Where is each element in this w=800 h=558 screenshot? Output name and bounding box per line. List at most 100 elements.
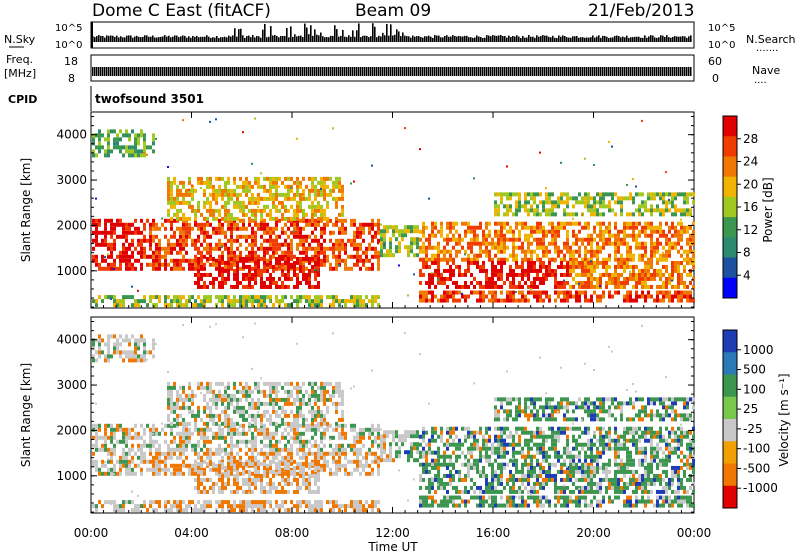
power-cell (221, 223, 224, 227)
power-cell (602, 291, 605, 295)
power-cell (206, 243, 209, 247)
power-cell (512, 238, 515, 242)
velocity-cell (260, 452, 263, 456)
power-cell (602, 212, 605, 216)
velocity-cell (158, 460, 161, 464)
power-cell (323, 193, 326, 197)
power-cell (269, 197, 272, 201)
velocity-cell (209, 440, 212, 444)
freq-bar (314, 67, 316, 76)
power-cell (566, 212, 569, 216)
noise-bar (598, 35, 600, 42)
power-cell (206, 299, 209, 303)
power-cell (440, 299, 443, 303)
noise-bar (222, 37, 224, 42)
power-cell (281, 213, 284, 217)
power-cell (674, 192, 677, 196)
power-cell (98, 243, 101, 247)
power-cell (116, 141, 119, 145)
power-cell (140, 133, 143, 137)
noise-bar (608, 38, 610, 42)
noise-bar (206, 35, 208, 42)
power-cell (575, 273, 578, 277)
noise-bar (146, 35, 148, 42)
velocity-cell (260, 478, 263, 482)
power-cell (365, 247, 368, 251)
power-cell (113, 223, 116, 227)
power-cell (281, 263, 284, 267)
power-cell (533, 277, 536, 281)
power-cell (344, 243, 347, 247)
velocity-cell (149, 448, 152, 452)
power-cell (314, 299, 317, 303)
velocity-cell (167, 444, 170, 448)
power-cell (521, 204, 524, 208)
velocity-cell (107, 334, 110, 338)
velocity-cell (257, 398, 260, 402)
power-cell (233, 277, 236, 281)
power-cell (125, 133, 128, 137)
power-cell (176, 227, 179, 231)
noise-bar (270, 26, 272, 42)
velocity-cell (227, 432, 230, 436)
power-cell (302, 213, 305, 217)
power-cell (446, 242, 449, 246)
velocity-cell (137, 358, 140, 362)
power-cell (545, 196, 548, 200)
power-speck (530, 288, 532, 290)
power-cell (317, 281, 320, 285)
velocity-cell (131, 456, 134, 460)
freq-bar (208, 67, 210, 76)
power-cell (560, 250, 563, 254)
velocity-cell (197, 478, 200, 482)
power-cell (620, 273, 623, 277)
power-cell (191, 267, 194, 271)
power-cell (392, 229, 395, 233)
power-cell (539, 277, 542, 281)
power-cell (263, 205, 266, 209)
power-cell (368, 247, 371, 251)
velocity-cell (233, 468, 236, 472)
power-cell (656, 204, 659, 208)
power-cell (638, 212, 641, 216)
power-cell (275, 239, 278, 243)
velocity-cell (260, 482, 263, 486)
freq-bar (476, 67, 478, 76)
power-cell (605, 285, 608, 289)
power-cell (524, 238, 527, 242)
power-cell (548, 269, 551, 273)
power-cell (383, 237, 386, 241)
power-cell (545, 269, 548, 273)
power-cell (311, 285, 314, 289)
power-cell (551, 222, 554, 226)
velocity-cell (197, 482, 200, 486)
power-cell (617, 246, 620, 250)
velocity-cell (209, 414, 212, 418)
power-cell (668, 200, 671, 204)
velocity-cell (95, 448, 98, 452)
power-cell (218, 223, 221, 227)
power-cell (650, 204, 653, 208)
power-cell (578, 246, 581, 250)
velocity-cell (167, 424, 170, 428)
power-cell (659, 230, 662, 234)
noise-bar (436, 36, 438, 42)
power-cell (410, 241, 413, 245)
power-cell (599, 246, 602, 250)
power-cell (551, 258, 554, 262)
velocity-cell (221, 486, 224, 490)
y-tick-label: 4000 (56, 128, 87, 142)
power-cell (473, 277, 476, 281)
power-cell (485, 242, 488, 246)
velocity-cell (209, 418, 212, 422)
velocity-speck (242, 336, 244, 338)
power-cell (641, 242, 644, 246)
power-cell (107, 255, 110, 259)
power-cell (431, 222, 434, 226)
freq-bar (190, 67, 192, 76)
power-cell (677, 281, 680, 285)
noise-bar (216, 36, 218, 42)
power-cell (638, 204, 641, 208)
power-cell (152, 263, 155, 267)
velocity-cell (152, 440, 155, 444)
